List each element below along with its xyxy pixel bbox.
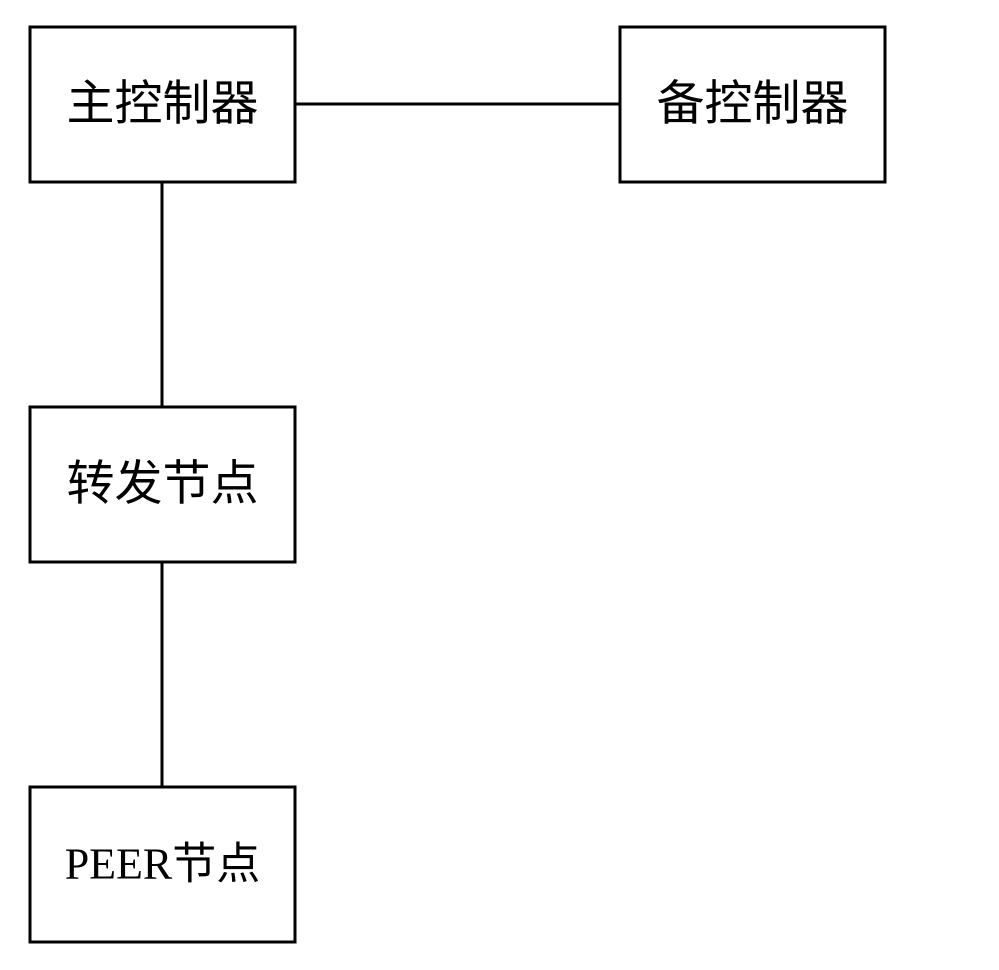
node-label-main_ctrl: 主控制器 [66, 78, 258, 131]
node-forward: 转发节点 [30, 407, 295, 562]
node-label-peer: PEER节点 [65, 840, 261, 889]
node-label-forward: 转发节点 [66, 458, 258, 511]
node-peer: PEER节点 [30, 787, 295, 942]
node-backup_ctrl: 备控制器 [620, 27, 885, 182]
node-label-backup_ctrl: 备控制器 [656, 78, 848, 131]
node-main_ctrl: 主控制器 [30, 27, 295, 182]
